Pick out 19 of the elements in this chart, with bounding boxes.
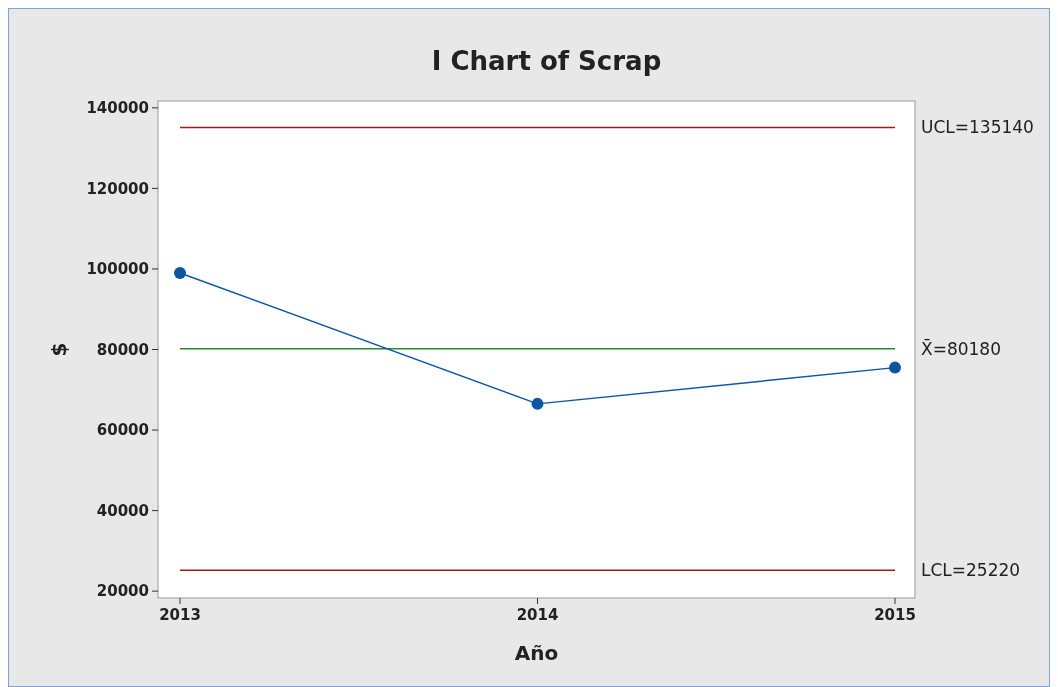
y-tick-label: 60000 bbox=[96, 421, 149, 440]
point bbox=[531, 397, 544, 410]
y-tick-label: 20000 bbox=[96, 582, 149, 601]
y-tick-label: 40000 bbox=[96, 501, 149, 520]
y-tick-label: 120000 bbox=[86, 179, 149, 198]
ref-line-label: UCL=135140 bbox=[921, 117, 1034, 138]
ref-line-label: X̄=80180 bbox=[921, 337, 1001, 359]
y-tick-label: 140000 bbox=[86, 99, 149, 118]
y-tick-label: 100000 bbox=[86, 260, 149, 279]
x-tick-label: 2013 bbox=[159, 606, 201, 624]
x-tick-label: 2015 bbox=[874, 606, 916, 624]
x-tick-label: 2014 bbox=[516, 606, 559, 624]
ref-line-label: LCL=25220 bbox=[921, 560, 1021, 581]
point bbox=[174, 266, 186, 279]
x-axis-title: Año bbox=[514, 641, 559, 665]
chart-title: I Chart of Scrap bbox=[431, 46, 662, 76]
y-axis-title: $ bbox=[47, 342, 71, 357]
point bbox=[889, 361, 901, 374]
y-tick-label: 80000 bbox=[96, 340, 149, 359]
